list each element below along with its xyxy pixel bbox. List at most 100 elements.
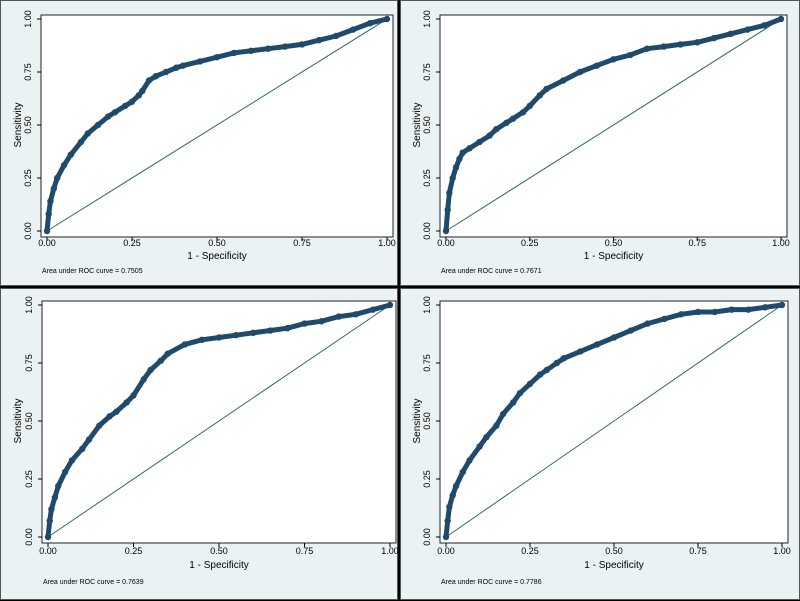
y-tick-label: 0.50 (422, 412, 432, 430)
roc-point (122, 102, 129, 110)
roc-point (173, 64, 180, 71)
roc-point (332, 32, 340, 40)
roc-point (536, 371, 544, 378)
roc-point (526, 102, 533, 110)
roc-point (503, 119, 510, 127)
roc-point (459, 468, 466, 476)
roc-point (267, 327, 274, 334)
roc-point (139, 87, 146, 95)
roc-point (536, 92, 543, 99)
roc-point (519, 109, 527, 116)
x-tick-label: 0.50 (208, 238, 226, 248)
roc-point (47, 198, 54, 205)
roc-point (349, 26, 357, 33)
roc-point (77, 138, 85, 146)
y-tick-label: 0.00 (422, 528, 432, 546)
x-tick-label: 0.25 (123, 238, 141, 248)
x-axis-label: 1 - Specificity (187, 251, 246, 262)
y-tick-label: 1.00 (23, 10, 33, 28)
roc-point (84, 130, 92, 137)
x-tick-label: 0.00 (437, 238, 455, 248)
roc-point (230, 49, 238, 57)
roc-point (51, 494, 59, 501)
x-tick-label: 0.75 (688, 238, 706, 248)
x-tick-label: 0.75 (689, 546, 707, 556)
roc-point (147, 366, 154, 374)
x-tick-label: 0.25 (521, 546, 539, 556)
x-tick-label: 1.00 (773, 546, 791, 556)
y-tick-label: 0.25 (23, 169, 33, 187)
y-tick-label: 0.75 (422, 354, 432, 372)
roc-point (164, 350, 171, 357)
y-axis-label: Sensitivity (13, 398, 24, 443)
auc-note: Area under ROC curve = 0.7639 (43, 579, 144, 586)
x-tick-label: 0.50 (605, 238, 623, 248)
roc-chart-3: 0.00 0.25 0.50 0.75 1.00 0.00 0.25 0.50 0.75 1.00… (13, 296, 399, 586)
roc-point (644, 320, 651, 327)
roc-chart-2: 0.00 0.25 0.50 0.75 1.00 0.00 0.25 0.50 0.75 1.00… (412, 10, 790, 275)
x-tick-label: 0.50 (605, 546, 623, 556)
roc-point (516, 389, 524, 397)
roc-point (483, 434, 490, 441)
roc-point (643, 45, 651, 52)
roc-point (145, 77, 153, 84)
y-axis-label: Sensitivity (412, 398, 423, 443)
roc-point (493, 422, 500, 429)
roc-point (510, 399, 517, 406)
roc-point (677, 41, 684, 48)
roc-point (694, 39, 701, 46)
roc-point (105, 113, 112, 120)
roc-point (152, 73, 159, 80)
roc-point (196, 58, 204, 65)
roc-point (250, 329, 257, 337)
roc-point (140, 376, 147, 383)
roc-point (67, 151, 75, 158)
roc-point (113, 408, 120, 415)
roc-point (45, 210, 52, 218)
y-tick-label: 0.25 (422, 169, 432, 187)
roc-point (68, 457, 76, 464)
roc-point (593, 62, 600, 69)
roc-point (213, 53, 221, 61)
reference-line (47, 304, 391, 538)
y-tick-label: 0.75 (24, 354, 34, 372)
roc-point (577, 348, 584, 355)
roc-point (315, 37, 323, 44)
roc-point (46, 517, 53, 524)
roc-point (660, 43, 667, 50)
roc-point (162, 68, 170, 76)
roc-point (318, 318, 325, 325)
roc-point (386, 301, 394, 309)
roc-point (128, 98, 136, 105)
roc-point (85, 436, 93, 443)
roc-point (301, 320, 308, 327)
roc-point (43, 227, 51, 235)
reference-line (445, 304, 783, 538)
y-tick-label: 0.75 (23, 63, 33, 81)
roc-point (130, 392, 137, 399)
roc-point (499, 410, 507, 418)
roc-point (777, 15, 785, 23)
roc-point (778, 301, 786, 309)
roc-panel-2: 0.00 0.25 0.50 0.75 1.00 0.00 0.25 0.50 0.75 1.00… (400, 0, 800, 286)
x-tick-label: 0.75 (296, 546, 314, 556)
roc-point (476, 138, 483, 146)
roc-point (442, 227, 450, 235)
x-tick-label: 0.25 (125, 546, 143, 556)
roc-point (335, 313, 342, 320)
roc-point (728, 306, 735, 313)
roc-point (449, 492, 456, 499)
roc-point (543, 366, 550, 374)
roc-point (444, 517, 451, 524)
roc-point (215, 334, 223, 341)
x-axis-label: 1 - Specificity (584, 251, 643, 262)
roc-point (476, 443, 483, 450)
roc-point (446, 503, 453, 511)
roc-point (727, 30, 734, 38)
roc-point (710, 34, 718, 42)
x-axis-label: 1 - Specificity (189, 560, 248, 571)
roc-point (594, 341, 601, 348)
roc-point (181, 341, 188, 348)
roc-point (560, 77, 567, 84)
roc-point (466, 457, 473, 464)
